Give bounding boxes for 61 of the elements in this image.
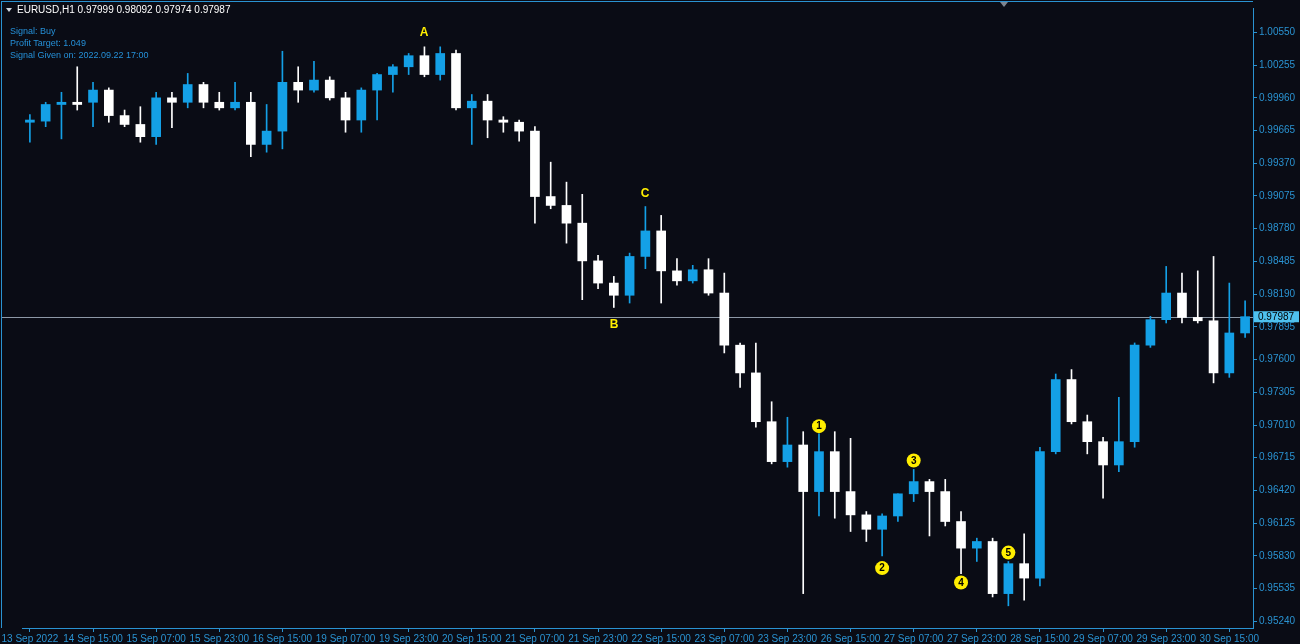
y-tick-label: 0.97010 [1259,418,1296,430]
y-tick-label: 0.95830 [1259,549,1296,561]
annotation: B [609,317,619,332]
x-tick-label: 21 Sep 23:00 [568,632,629,644]
candlestick [1192,270,1203,324]
y-tick-label: 0.98190 [1259,287,1296,299]
x-tick-label: 27 Sep 07:00 [883,632,944,644]
ref-line-label: 0.97987 [1258,310,1295,322]
annotation: C [640,186,650,201]
candlestick [545,161,556,210]
x-tick-label: 15 Sep 23:00 [189,632,250,644]
x-tick-label: 13 Sep 2022 [1,632,59,644]
x-tick-label: 30 Sep 15:00 [1199,632,1260,644]
y-tick-label: 0.98780 [1259,222,1296,234]
y-tick-label: 0.97895 [1259,320,1296,332]
y-tick-label: 0.99075 [1259,189,1296,201]
candlestick [293,66,304,103]
annotation: Signal Given on: 2022.09.22 17:00 [10,50,149,61]
x-tick-label: 23 Sep 23:00 [757,632,818,644]
y-tick-label: 0.96715 [1259,451,1296,463]
series-label: 1 [816,420,823,432]
y-tick-label: 0.99960 [1259,91,1296,103]
x-tick-label: 29 Sep 07:00 [1073,632,1134,644]
candlestick [25,114,35,143]
x-tick-label: 27 Sep 23:00 [947,632,1007,644]
series-label: 2 [879,562,886,574]
y-tick-label: 0.99370 [1259,157,1296,169]
candlestick [1019,533,1029,601]
x-tick-label: 14 Sep 15:00 [63,632,124,644]
y-tick-label: 0.95535 [1259,582,1296,594]
x-tick-label: 20 Sep 15:00 [442,632,502,644]
candlestick [466,94,477,145]
x-tick-label: 29 Sep 23:00 [1136,632,1197,644]
y-tick-label: 0.97305 [1259,386,1296,398]
x-tick-label: 23 Sep 07:00 [694,632,755,644]
x-tick-label: 19 Sep 07:00 [315,632,376,644]
candlestick [230,81,240,111]
candlestick [167,91,177,129]
x-tick-label: 21 Sep 07:00 [505,632,566,644]
series-label: 4 [958,576,965,588]
x-tick-label: 22 Sep 15:00 [631,632,692,644]
y-tick-label: 0.99665 [1259,124,1296,136]
y-tick-label: 0.96125 [1259,516,1296,528]
y-tick-label: 1.00550 [1259,26,1296,38]
y-tick-label: 0.97600 [1259,353,1296,365]
annotation: Signal: Buy [10,26,57,37]
annotation: A [419,25,429,40]
x-tick-label: 26 Sep 15:00 [820,632,881,644]
y-tick-label: 1.00255 [1259,58,1296,70]
y-tick-label: 0.95240 [1259,615,1296,627]
y-tick-label: 0.98485 [1259,255,1296,267]
chart-title: EURUSD,H1 0.97999 0.98092 0.97974 0.97987 [17,3,231,15]
x-tick-label: 19 Sep 23:00 [378,632,439,644]
annotation: Profit Target: 1.049 [10,38,86,49]
series-label: 5 [1005,546,1012,558]
x-tick-label: 15 Sep 07:00 [126,632,187,644]
series-label: 3 [910,454,917,466]
y-tick-label: 0.96420 [1259,484,1296,496]
x-tick-label: 28 Sep 15:00 [1010,632,1071,644]
x-tick-label: 16 Sep 15:00 [252,632,313,644]
candlestick [72,66,83,111]
